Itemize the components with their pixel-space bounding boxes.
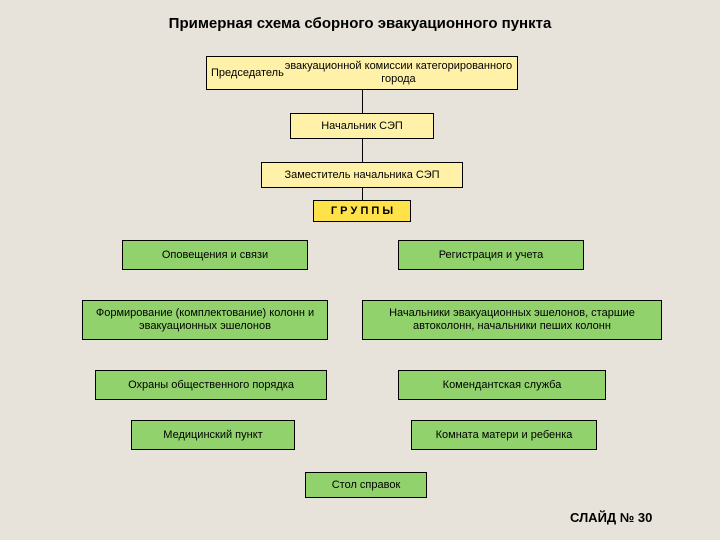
connector-n1-n2 — [362, 90, 363, 113]
node-text: эвакуационной комиссии категорированного… — [284, 60, 513, 85]
node-n1: Председательэвакуационной комиссии катег… — [206, 56, 518, 90]
node-n11: Медицинский пункт — [131, 420, 295, 450]
connector-n2-n3 — [362, 139, 363, 162]
node-n13: Стол справок — [305, 472, 427, 498]
diagram-canvas: Примерная схема сборного эвакуационного … — [0, 0, 720, 540]
node-n12: Комната матери и ребенка — [411, 420, 597, 450]
node-n9: Охраны общественного порядка — [95, 370, 327, 400]
node-n7: Формирование (комплектование) колонн и э… — [82, 300, 328, 340]
node-n6: Регистрация и учета — [398, 240, 584, 270]
node-text: Председатель — [211, 67, 284, 80]
node-n10: Комендантская служба — [398, 370, 606, 400]
page-title: Примерная схема сборного эвакуационного … — [0, 15, 720, 32]
node-n3: Заместитель начальника СЭП — [261, 162, 463, 188]
node-n8: Начальники эвакуационных эшелонов, старш… — [362, 300, 662, 340]
node-n4: Г Р У П П Ы — [313, 200, 411, 222]
connector-n3-n4 — [362, 188, 363, 200]
node-n5: Оповещения и связи — [122, 240, 308, 270]
slide-number: СЛАЙД № 30 — [570, 510, 652, 525]
node-n2: Начальник СЭП — [290, 113, 434, 139]
